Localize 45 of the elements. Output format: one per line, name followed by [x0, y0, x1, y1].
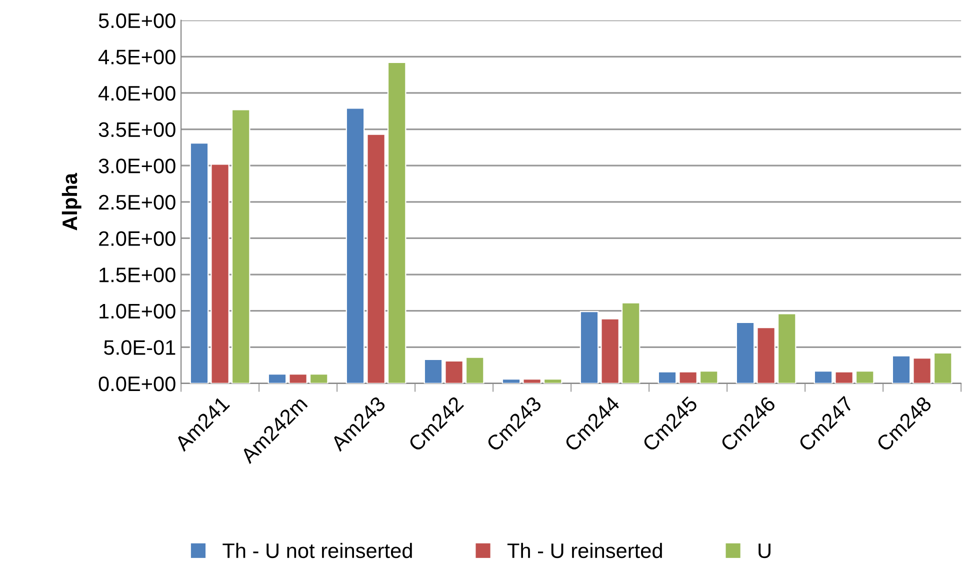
legend-label: Th - U not reinserted: [222, 542, 412, 558]
bar: [465, 356, 484, 384]
y-tick-label: 3.5E+00: [98, 122, 176, 138]
bar: [543, 378, 562, 384]
bar: [268, 373, 287, 384]
legend-label: U: [758, 544, 770, 558]
bar: [814, 370, 833, 384]
y-tick-label: 5.0E+00: [98, 13, 176, 28]
bar: [600, 318, 620, 384]
bar: [912, 357, 932, 384]
bar: [288, 373, 308, 384]
bar: [444, 360, 464, 384]
bar: [621, 302, 640, 384]
y-tick-label: 5.0E-01: [104, 340, 176, 355]
y-tick-label: 0.0E+00: [98, 376, 176, 392]
bar: [210, 164, 230, 384]
y-tick-label: 3.0E+00: [98, 158, 176, 174]
bar: [777, 313, 796, 384]
bar: [522, 378, 542, 384]
bar: [756, 326, 776, 384]
y-axis-title: Alpha: [62, 172, 82, 230]
bar: [309, 373, 328, 384]
bar: [658, 371, 677, 384]
bar: [834, 371, 854, 384]
bar: [190, 142, 209, 384]
bar: [699, 370, 718, 384]
bar: [855, 370, 874, 384]
bar: [580, 311, 599, 384]
bar: [736, 322, 755, 384]
bar: [231, 109, 250, 384]
y-tick-label: 1.5E+00: [100, 268, 176, 282]
bar: [424, 358, 443, 384]
y-tick-label: 2.0E+00: [99, 231, 176, 246]
legend-label: Th - U reinserted: [507, 542, 662, 558]
y-tick-label: 4.0E+00: [98, 86, 176, 101]
y-tick-label: 4.5E+00: [98, 50, 176, 64]
y-tick-label: 2.5E+00: [99, 194, 176, 210]
y-tick-label: 1.0E+00: [100, 304, 176, 319]
bar: [346, 108, 365, 384]
bar: [678, 371, 698, 384]
bar: [933, 352, 952, 384]
bar: [892, 355, 911, 384]
bar: [387, 62, 406, 384]
bar: [502, 378, 521, 384]
bar: [366, 134, 386, 384]
